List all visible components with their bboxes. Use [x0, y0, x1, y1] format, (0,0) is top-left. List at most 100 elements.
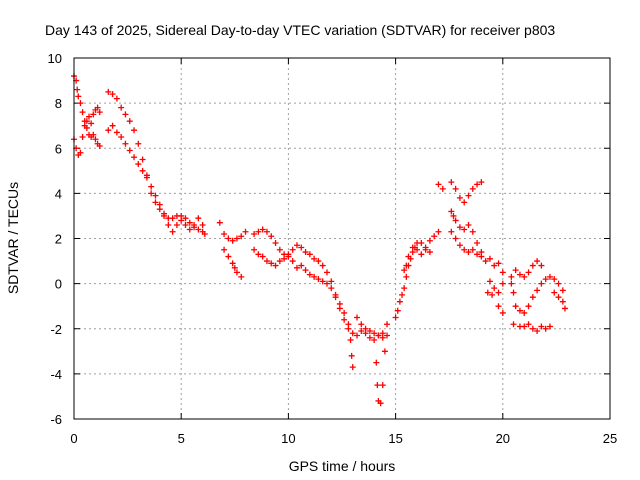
data-point — [238, 233, 245, 240]
data-point — [529, 325, 536, 332]
data-point — [521, 323, 528, 330]
data-point — [293, 264, 300, 271]
data-point — [546, 273, 553, 280]
y-tick-label: -6 — [50, 412, 62, 427]
data-point — [465, 249, 472, 256]
data-point — [233, 269, 240, 276]
data-point — [403, 273, 410, 280]
data-point — [263, 258, 270, 265]
data-point — [401, 285, 408, 292]
x-axis-label: GPS time / hours — [289, 458, 396, 474]
data-point — [302, 267, 309, 274]
data-point — [452, 185, 459, 192]
data-point — [448, 228, 455, 235]
data-point — [169, 228, 176, 235]
data-point — [373, 359, 380, 366]
data-point — [495, 260, 502, 267]
data-point — [508, 280, 515, 287]
data-point — [79, 133, 86, 140]
data-point — [298, 244, 305, 251]
data-point — [559, 298, 566, 305]
data-point — [79, 109, 86, 116]
y-tick-label: -2 — [50, 322, 62, 337]
data-point — [251, 230, 258, 237]
data-point — [336, 305, 343, 312]
data-point — [399, 291, 406, 298]
data-point — [225, 253, 232, 260]
data-point — [293, 242, 300, 249]
data-point — [229, 237, 236, 244]
data-point — [122, 140, 129, 147]
data-point — [105, 127, 112, 134]
data-point — [113, 129, 120, 136]
data-point — [478, 179, 485, 186]
data-point — [521, 273, 528, 280]
series-trace-c — [392, 208, 566, 321]
data-point — [92, 136, 99, 143]
data-point — [272, 240, 279, 247]
data-point — [161, 210, 168, 217]
data-point — [259, 226, 266, 233]
data-point — [268, 233, 275, 240]
data-point — [371, 337, 378, 344]
data-point — [452, 235, 459, 242]
data-point — [534, 258, 541, 265]
data-point — [96, 142, 103, 149]
data-point — [456, 242, 463, 249]
data-point — [221, 230, 228, 237]
data-point — [534, 287, 541, 294]
data-point — [306, 251, 313, 258]
data-point — [341, 309, 348, 316]
data-point — [450, 212, 457, 219]
y-tick-label: 8 — [55, 96, 62, 111]
y-tick-label: 0 — [55, 277, 62, 292]
data-point — [431, 233, 438, 240]
data-point — [484, 289, 491, 296]
data-point — [276, 258, 283, 265]
data-point — [525, 321, 532, 328]
data-point — [469, 246, 476, 253]
data-point — [465, 221, 472, 228]
data-point — [534, 328, 541, 335]
grid — [74, 58, 610, 419]
data-point — [358, 321, 365, 328]
data-point — [276, 246, 283, 253]
series-trace-d — [401, 179, 568, 335]
data-point — [302, 249, 309, 256]
data-point — [135, 140, 142, 147]
data-point — [510, 289, 517, 296]
data-point — [186, 226, 193, 233]
data-point — [374, 382, 381, 389]
data-point — [452, 217, 459, 224]
data-point — [173, 221, 180, 228]
data-point — [474, 240, 481, 247]
data-point — [354, 332, 361, 339]
data-point — [156, 206, 163, 213]
data-point — [461, 199, 468, 206]
data-point — [379, 382, 386, 389]
data-point — [512, 267, 519, 274]
data-point — [139, 156, 146, 163]
data-point — [354, 314, 361, 321]
data-point — [375, 332, 382, 339]
data-point — [551, 289, 558, 296]
data-point — [199, 221, 206, 228]
data-point — [456, 194, 463, 201]
y-axis-label: SDTVAR / TECUs — [5, 182, 21, 294]
data-point — [435, 181, 442, 188]
data-point — [90, 131, 97, 138]
data-point — [126, 118, 133, 125]
y-tick-label: 2 — [55, 232, 62, 247]
data-point — [238, 273, 245, 280]
data-point — [559, 287, 566, 294]
data-point — [448, 208, 455, 215]
data-point — [90, 111, 97, 118]
data-point — [508, 273, 515, 280]
data-point — [195, 226, 202, 233]
data-point — [195, 215, 202, 222]
data-point — [409, 244, 416, 251]
data-point — [139, 167, 146, 174]
x-tick-label: 10 — [281, 431, 295, 446]
data-point — [221, 246, 228, 253]
